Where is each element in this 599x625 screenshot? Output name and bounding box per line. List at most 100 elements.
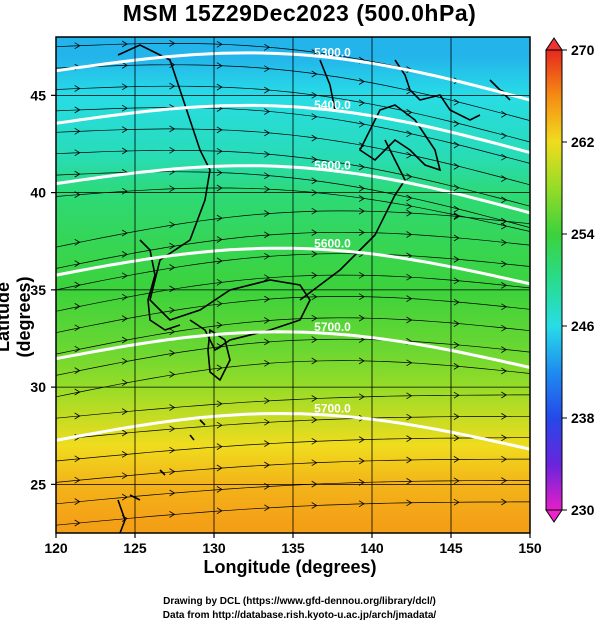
- wind-arrow: [311, 156, 318, 163]
- wind-arrow: [216, 126, 223, 134]
- wind-arrow: [358, 357, 365, 365]
- wind-arrow: [358, 120, 365, 128]
- wind-arrow: [74, 281, 81, 289]
- wind-arrow: [501, 367, 508, 375]
- wind-arrow: [74, 127, 81, 135]
- wind-arrow: [169, 446, 176, 454]
- wind-arrow: [74, 455, 81, 463]
- wind-arrow: [406, 435, 413, 442]
- wind-arrow: [169, 185, 176, 193]
- colorbar-tick-label: 270: [571, 42, 595, 58]
- wind-arrow: [216, 278, 223, 286]
- wind-arrow: [453, 141, 460, 149]
- wind-arrow: [501, 132, 508, 140]
- y-axis-label: Latitude (degrees): [0, 276, 34, 358]
- colorbar-tick-label: 238: [571, 410, 595, 426]
- wind-arrow: [121, 379, 128, 387]
- wind-arrow: [406, 151, 413, 159]
- wind-arrow: [453, 256, 460, 263]
- wind-arrow: [311, 502, 318, 509]
- wind-arrow: [501, 153, 508, 161]
- wind-arrow: [358, 163, 365, 171]
- wind-arrow: [74, 170, 81, 178]
- wind-arrow: [121, 272, 128, 280]
- x-tick-label: 135: [281, 540, 305, 556]
- wind-arrow: [358, 207, 365, 215]
- wind-arrow: [501, 324, 508, 332]
- coastline: [319, 59, 336, 111]
- contour-label: 5300.0: [314, 46, 351, 60]
- wind-arrow: [311, 395, 318, 402]
- wind-arrow: [453, 184, 460, 192]
- wind-arrow: [406, 295, 413, 302]
- chart-title: MSM 15Z29Dec2023 (500.0hPa): [122, 0, 477, 26]
- wind-arrow: [121, 315, 128, 322]
- wind-arrow: [121, 40, 128, 48]
- wind-arrow: [453, 456, 460, 463]
- wind-arrow: [216, 421, 223, 429]
- colorbar-tick-label: 262: [571, 134, 595, 150]
- wind-arrow: [406, 209, 413, 217]
- wind-arrow: [121, 336, 128, 344]
- colorbar-tick-label: 254: [571, 226, 595, 242]
- wind-arrow: [311, 70, 318, 78]
- wind-arrow: [216, 62, 223, 70]
- wind-arrow: [169, 82, 176, 90]
- wind-arrow: [311, 272, 318, 279]
- wind-arrow: [358, 78, 365, 85]
- wind-arrow: [453, 120, 460, 127]
- wind-arrow: [311, 113, 318, 121]
- wind-arrow: [169, 328, 176, 336]
- wind-arrow: [121, 126, 128, 133]
- coastline: [358, 104, 442, 172]
- wind-arrow: [216, 169, 223, 177]
- wind-arrow: [121, 493, 128, 501]
- wind-arrow: [406, 194, 413, 202]
- x-tick-label: 150: [518, 540, 542, 556]
- wind-arrow: [169, 125, 176, 133]
- wind-arrow: [264, 185, 271, 193]
- wind-arrow: [121, 104, 128, 112]
- wind-arrow: [501, 346, 508, 353]
- wind-arrow: [74, 412, 81, 420]
- coastline: [117, 419, 206, 533]
- wind-arrow: [264, 129, 271, 137]
- wind-arrow: [406, 359, 413, 367]
- wind-arrow: [501, 477, 508, 484]
- wind-arrow: [358, 436, 365, 443]
- x-axis: 120 125 130 135 140 145 150: [44, 533, 542, 556]
- wind-arrow: [216, 214, 223, 222]
- wind-arrow: [358, 457, 365, 465]
- wind-arrow: [264, 150, 271, 158]
- wind-arrow: [501, 111, 508, 118]
- wind-arrow: [501, 217, 508, 225]
- wind-arrow: [216, 83, 223, 91]
- wind-arrow: [406, 231, 413, 238]
- wind-arrow: [453, 498, 460, 506]
- wind-arrow: [453, 434, 460, 442]
- wind-arrow: [121, 293, 128, 301]
- wind-arrow: [358, 393, 365, 401]
- wind-arrow: [453, 163, 460, 170]
- wind-arrow: [264, 108, 271, 115]
- credit-data: Data from http://database.rish.kyoto-u.a…: [162, 610, 437, 621]
- wind-arrow: [264, 274, 271, 282]
- wind-arrow: [311, 459, 318, 467]
- wind-arrow: [74, 345, 81, 353]
- wind-arrow: [121, 62, 128, 69]
- wind-arrow: [406, 202, 413, 210]
- wind-arrow: [216, 486, 223, 493]
- wind-arrow: [74, 106, 81, 114]
- y-tick-label: 40: [30, 185, 46, 201]
- wind-arrow: [169, 371, 176, 378]
- wind-arrow: [74, 519, 81, 527]
- wind-arrow: [311, 250, 318, 258]
- wind-arrow: [169, 306, 176, 314]
- wind-arrow: [216, 443, 223, 450]
- contour-label: 5700.0: [314, 320, 351, 334]
- y-tick-label: 30: [30, 379, 46, 395]
- wind-arrow: [406, 316, 413, 324]
- wind-arrow: [501, 391, 508, 399]
- wind-arrow: [121, 147, 128, 155]
- wind-arrow: [74, 476, 81, 484]
